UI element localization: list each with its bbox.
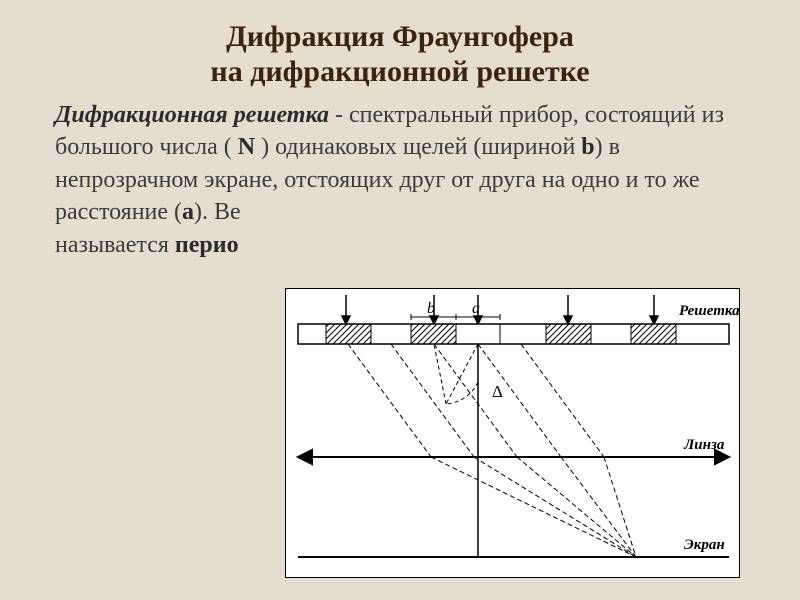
title-line-2: на дифракционной решетке <box>50 55 750 90</box>
title-line-1: Дифракция Фраунгофера <box>50 20 750 55</box>
label-delta: Δ <box>492 382 503 401</box>
sym-b: b <box>581 134 594 160</box>
body-t5: называется <box>55 232 175 258</box>
slide: Дифракция Фраунгофера на дифракционной р… <box>0 0 800 600</box>
grating-diagram: b a Решетка Δ <box>285 288 740 578</box>
sym-N: N <box>238 134 255 160</box>
slide-body: Дифракционная решетка - спектральный при… <box>0 89 800 261</box>
label-b: b <box>427 300 435 317</box>
term-period: перио <box>175 232 239 258</box>
slide-title: Дифракция Фраунгофера на дифракционной р… <box>0 0 800 89</box>
label-a: a <box>472 300 480 317</box>
term-grating: Дифракционная решетка <box>55 102 329 128</box>
label-grating: Решетка <box>679 303 739 319</box>
body-t2: ) одинаковых щелей (шириной <box>255 134 581 160</box>
sym-a: a <box>182 199 194 225</box>
body-t4: ). Ве <box>194 199 241 225</box>
label-screen: Экран <box>684 537 725 553</box>
label-lens: Линза <box>683 437 725 453</box>
